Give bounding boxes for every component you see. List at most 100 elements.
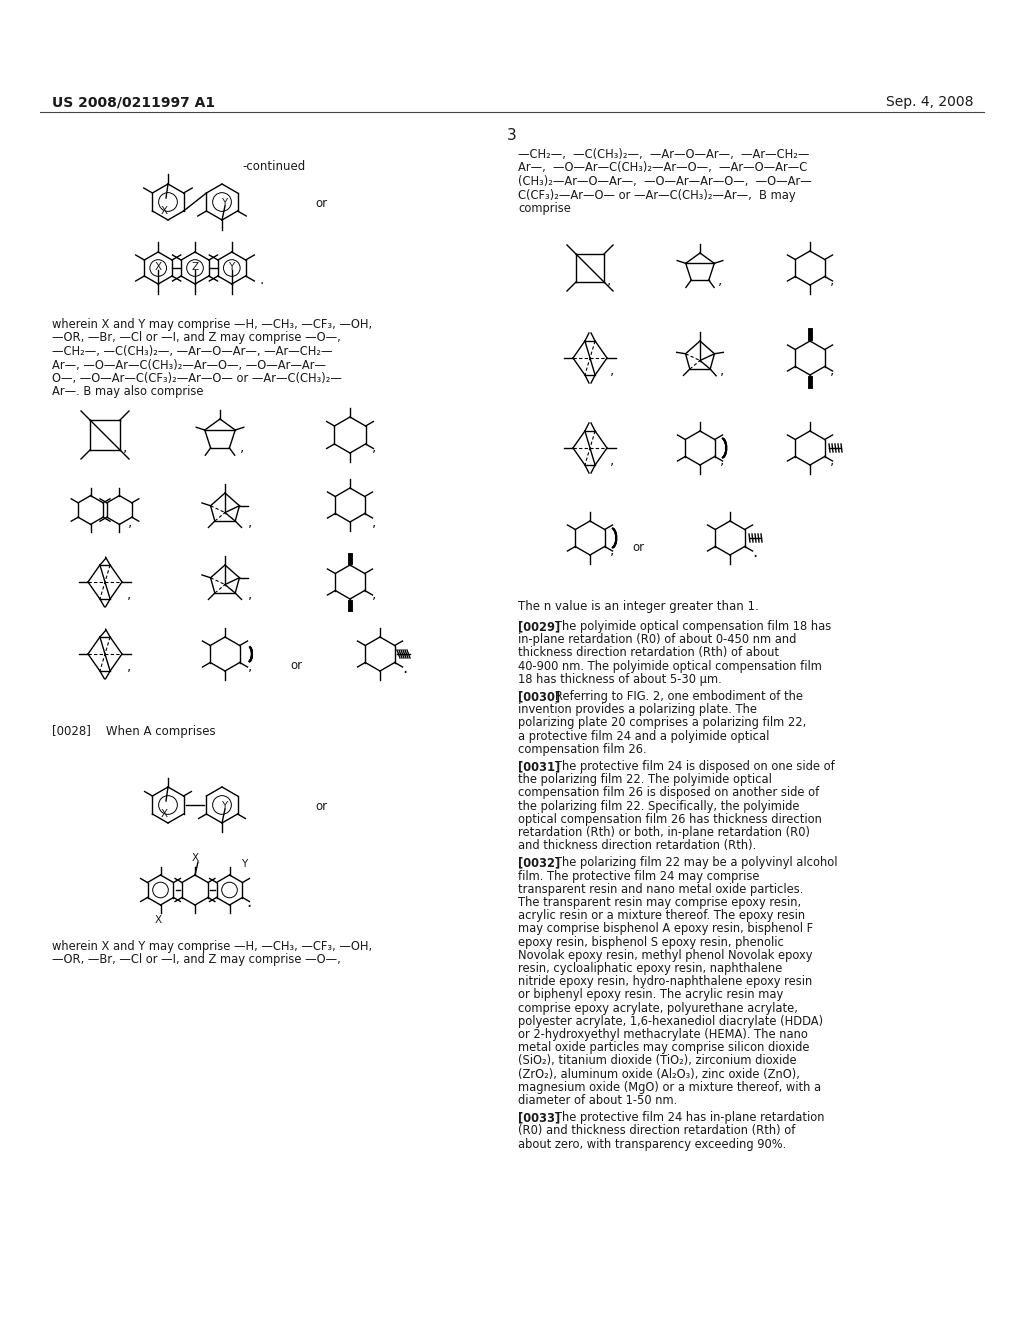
Text: ,: ,: [240, 440, 245, 454]
Text: ,: ,: [248, 587, 252, 601]
Text: ,: ,: [607, 273, 611, 286]
Text: film. The protective film 24 may comprise: film. The protective film 24 may compris…: [518, 870, 760, 883]
Text: magnesium oxide (MgO) or a mixture thereof, with a: magnesium oxide (MgO) or a mixture there…: [518, 1081, 821, 1094]
Text: comprise epoxy acrylate, polyurethane acrylate,: comprise epoxy acrylate, polyurethane ac…: [518, 1002, 798, 1015]
Text: or: or: [632, 541, 644, 554]
Text: polyester acrylate, 1,6-hexanediol diacrylate (HDDA): polyester acrylate, 1,6-hexanediol diacr…: [518, 1015, 823, 1028]
Text: [0030]: [0030]: [518, 690, 560, 704]
Text: —OR, —Br, —Cl or —I, and Z may comprise —O—,: —OR, —Br, —Cl or —I, and Z may comprise …: [52, 953, 341, 966]
Text: ,: ,: [830, 363, 835, 378]
Text: ,: ,: [610, 453, 614, 467]
Text: ,: ,: [123, 440, 127, 454]
Text: .: .: [752, 543, 758, 561]
Text: X: X: [155, 915, 162, 925]
Text: wherein X and Y may comprise —H, —CH₃, —CF₃, —OH,: wherein X and Y may comprise —H, —CH₃, —…: [52, 940, 372, 953]
Text: The protective film 24 has in-plane retardation: The protective film 24 has in-plane reta…: [544, 1111, 824, 1125]
Text: .: .: [247, 894, 252, 911]
Text: (R0) and thickness direction retardation (Rth) of: (R0) and thickness direction retardation…: [518, 1125, 796, 1138]
Text: -continued: -continued: [242, 160, 305, 173]
Text: ,: ,: [248, 659, 252, 673]
Text: metal oxide particles may comprise silicon dioxide: metal oxide particles may comprise silic…: [518, 1041, 810, 1055]
Text: [0032]: [0032]: [518, 857, 560, 870]
Text: optical compensation film 26 has thickness direction: optical compensation film 26 has thickne…: [518, 813, 822, 826]
Text: acrylic resin or a mixture thereof. The epoxy resin: acrylic resin or a mixture thereof. The …: [518, 909, 805, 923]
Text: [0033]: [0033]: [518, 1111, 560, 1125]
Text: invention provides a polarizing plate. The: invention provides a polarizing plate. T…: [518, 704, 757, 717]
Text: resin, cycloaliphatic epoxy resin, naphthalene: resin, cycloaliphatic epoxy resin, napht…: [518, 962, 782, 975]
Text: ,: ,: [720, 453, 724, 467]
Text: ,: ,: [372, 440, 377, 454]
Text: a protective film 24 and a polyimide optical: a protective film 24 and a polyimide opt…: [518, 730, 769, 743]
Text: The polyimide optical compensation film 18 has: The polyimide optical compensation film …: [544, 620, 831, 634]
Text: or: or: [315, 197, 327, 210]
Text: [0029]: [0029]: [518, 620, 560, 634]
Text: 18 has thickness of about 5-30 μm.: 18 has thickness of about 5-30 μm.: [518, 673, 722, 686]
Text: ,: ,: [610, 363, 614, 378]
Text: ,: ,: [610, 543, 614, 557]
Text: compensation film 26.: compensation film 26.: [518, 743, 646, 756]
Text: —OR, —Br, —Cl or —I, and Z may comprise —O—,: —OR, —Br, —Cl or —I, and Z may comprise …: [52, 331, 341, 345]
Text: ,: ,: [718, 273, 722, 286]
Text: 40-900 nm. The polyimide optical compensation film: 40-900 nm. The polyimide optical compens…: [518, 660, 822, 673]
Text: Ar—, —O—Ar—C(CH₃)₂—Ar—O—, —O—Ar—Ar—: Ar—, —O—Ar—C(CH₃)₂—Ar—O—, —O—Ar—Ar—: [52, 359, 326, 371]
Text: ,: ,: [720, 363, 724, 378]
Text: [0028]    When A comprises: [0028] When A comprises: [52, 725, 216, 738]
Text: Y: Y: [227, 261, 234, 272]
Text: Sep. 4, 2008: Sep. 4, 2008: [887, 95, 974, 110]
Text: US 2008/0211997 A1: US 2008/0211997 A1: [52, 95, 215, 110]
Text: Ar—. B may also comprise: Ar—. B may also comprise: [52, 385, 204, 399]
Text: polarizing plate 20 comprises a polarizing film 22,: polarizing plate 20 comprises a polarizi…: [518, 717, 806, 730]
Text: ,: ,: [830, 453, 835, 467]
Text: X: X: [191, 853, 199, 863]
Text: .: .: [402, 659, 408, 677]
Text: nitride epoxy resin, hydro-naphthalene epoxy resin: nitride epoxy resin, hydro-naphthalene e…: [518, 975, 812, 989]
Text: C(CF₃)₂—Ar—O— or —Ar—C(CH₃)₂—Ar—,  B may: C(CF₃)₂—Ar—O— or —Ar—C(CH₃)₂—Ar—, B may: [518, 189, 796, 202]
Text: Y: Y: [221, 801, 227, 810]
Text: ,: ,: [372, 587, 377, 601]
Text: —CH₂—,  —C(CH₃)₂—,  —Ar—O—Ar—,  —Ar—CH₂—: —CH₂—, —C(CH₃)₂—, —Ar—O—Ar—, —Ar—CH₂—: [518, 148, 809, 161]
Text: Referring to FIG. 2, one embodiment of the: Referring to FIG. 2, one embodiment of t…: [544, 690, 803, 704]
Text: Y: Y: [221, 198, 227, 209]
Text: —CH₂—, —C(CH₃)₂—, —Ar—O—Ar—, —Ar—CH₂—: —CH₂—, —C(CH₃)₂—, —Ar—O—Ar—, —Ar—CH₂—: [52, 345, 333, 358]
Text: transparent resin and nano metal oxide particles.: transparent resin and nano metal oxide p…: [518, 883, 804, 896]
Text: or 2-hydroxyethyl methacrylate (HEMA). The nano: or 2-hydroxyethyl methacrylate (HEMA). T…: [518, 1028, 808, 1041]
Text: or biphenyl epoxy resin. The acrylic resin may: or biphenyl epoxy resin. The acrylic res…: [518, 989, 783, 1002]
Text: X: X: [161, 206, 168, 216]
Text: comprise: comprise: [518, 202, 570, 215]
Text: diameter of about 1-50 nm.: diameter of about 1-50 nm.: [518, 1094, 677, 1107]
Text: (ZrO₂), aluminum oxide (Al₂O₃), zinc oxide (ZnO),: (ZrO₂), aluminum oxide (Al₂O₃), zinc oxi…: [518, 1068, 800, 1081]
Text: [0031]: [0031]: [518, 760, 560, 774]
Text: epoxy resin, bisphenol S epoxy resin, phenolic: epoxy resin, bisphenol S epoxy resin, ph…: [518, 936, 784, 949]
Text: and thickness direction retardation (Rth).: and thickness direction retardation (Rth…: [518, 840, 757, 853]
Text: or: or: [290, 659, 302, 672]
Text: compensation film 26 is disposed on another side of: compensation film 26 is disposed on anot…: [518, 787, 819, 800]
Text: wherein X and Y may comprise —H, —CH₃, —CF₃, —OH,: wherein X and Y may comprise —H, —CH₃, —…: [52, 318, 372, 331]
Text: ,: ,: [830, 273, 835, 286]
Text: or: or: [315, 800, 327, 813]
Text: The polarizing film 22 may be a polyvinyl alcohol: The polarizing film 22 may be a polyviny…: [544, 857, 838, 870]
Text: ,: ,: [127, 587, 131, 601]
Text: The n value is an integer greater than 1.: The n value is an integer greater than 1…: [518, 601, 759, 612]
Text: ,: ,: [127, 659, 131, 673]
Text: ,: ,: [248, 515, 252, 529]
Text: The protective film 24 is disposed on one side of: The protective film 24 is disposed on on…: [544, 760, 835, 774]
Text: X: X: [155, 261, 162, 272]
Text: .: .: [260, 273, 264, 286]
Text: (SiO₂), titanium dioxide (TiO₂), zirconium dioxide: (SiO₂), titanium dioxide (TiO₂), zirconi…: [518, 1055, 797, 1068]
Text: Z: Z: [191, 261, 198, 272]
Text: retardation (Rth) or both, in-plane retardation (R0): retardation (Rth) or both, in-plane reta…: [518, 826, 810, 840]
Text: X: X: [161, 809, 168, 818]
Text: ,: ,: [128, 515, 132, 529]
Text: O—, —O—Ar—C(CF₃)₂—Ar—O— or —Ar—C(CH₃)₂—: O—, —O—Ar—C(CF₃)₂—Ar—O— or —Ar—C(CH₃)₂—: [52, 372, 342, 385]
Text: Novolak epoxy resin, methyl phenol Novolak epoxy: Novolak epoxy resin, methyl phenol Novol…: [518, 949, 812, 962]
Text: Y: Y: [242, 859, 248, 869]
Text: the polarizing film 22. The polyimide optical: the polarizing film 22. The polyimide op…: [518, 774, 772, 787]
Text: the polarizing film 22. Specifically, the polyimide: the polarizing film 22. Specifically, th…: [518, 800, 800, 813]
Text: The transparent resin may comprise epoxy resin,: The transparent resin may comprise epoxy…: [518, 896, 801, 909]
Text: thickness direction retardation (Rth) of about: thickness direction retardation (Rth) of…: [518, 647, 779, 660]
Text: about zero, with transparency exceeding 90%.: about zero, with transparency exceeding …: [518, 1138, 786, 1151]
Text: Ar—,  —O—Ar—C(CH₃)₂—Ar—O—,  —Ar—O—Ar—C: Ar—, —O—Ar—C(CH₃)₂—Ar—O—, —Ar—O—Ar—C: [518, 161, 807, 174]
Text: 3: 3: [507, 128, 517, 143]
Text: ,: ,: [372, 515, 377, 529]
Text: in-plane retardation (R0) of about 0-450 nm and: in-plane retardation (R0) of about 0-450…: [518, 634, 797, 647]
